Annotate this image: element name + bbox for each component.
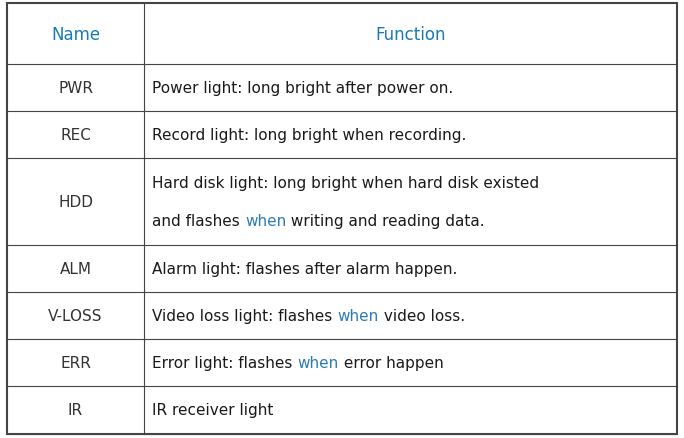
Text: V-LOSS: V-LOSS [49, 308, 103, 323]
Text: IR: IR [68, 403, 83, 417]
Text: Error light: flashes: Error light: flashes [153, 356, 298, 371]
Text: error happen: error happen [339, 356, 443, 371]
Text: HDD: HDD [58, 194, 93, 209]
Text: Record light: long bright when recording.: Record light: long bright when recording… [153, 128, 466, 143]
Text: ALM: ALM [60, 261, 92, 276]
Text: when: when [298, 356, 339, 371]
Text: Power light: long bright after power on.: Power light: long bright after power on. [153, 81, 453, 96]
Text: video loss.: video loss. [379, 308, 464, 323]
Text: when: when [337, 308, 379, 323]
Text: and flashes: and flashes [153, 214, 245, 229]
Text: PWR: PWR [58, 81, 93, 96]
Text: ERR: ERR [60, 356, 91, 371]
Text: Video loss light: flashes: Video loss light: flashes [153, 308, 337, 323]
Text: Function: Function [376, 25, 446, 43]
Text: IR receiver light: IR receiver light [153, 403, 274, 417]
Text: Alarm light: flashes after alarm happen.: Alarm light: flashes after alarm happen. [153, 261, 458, 276]
Text: Name: Name [51, 25, 100, 43]
Text: writing and reading data.: writing and reading data. [286, 214, 485, 229]
Text: Hard disk light: long bright when hard disk existed: Hard disk light: long bright when hard d… [153, 176, 540, 191]
Text: when: when [245, 214, 286, 229]
Text: REC: REC [60, 128, 91, 143]
